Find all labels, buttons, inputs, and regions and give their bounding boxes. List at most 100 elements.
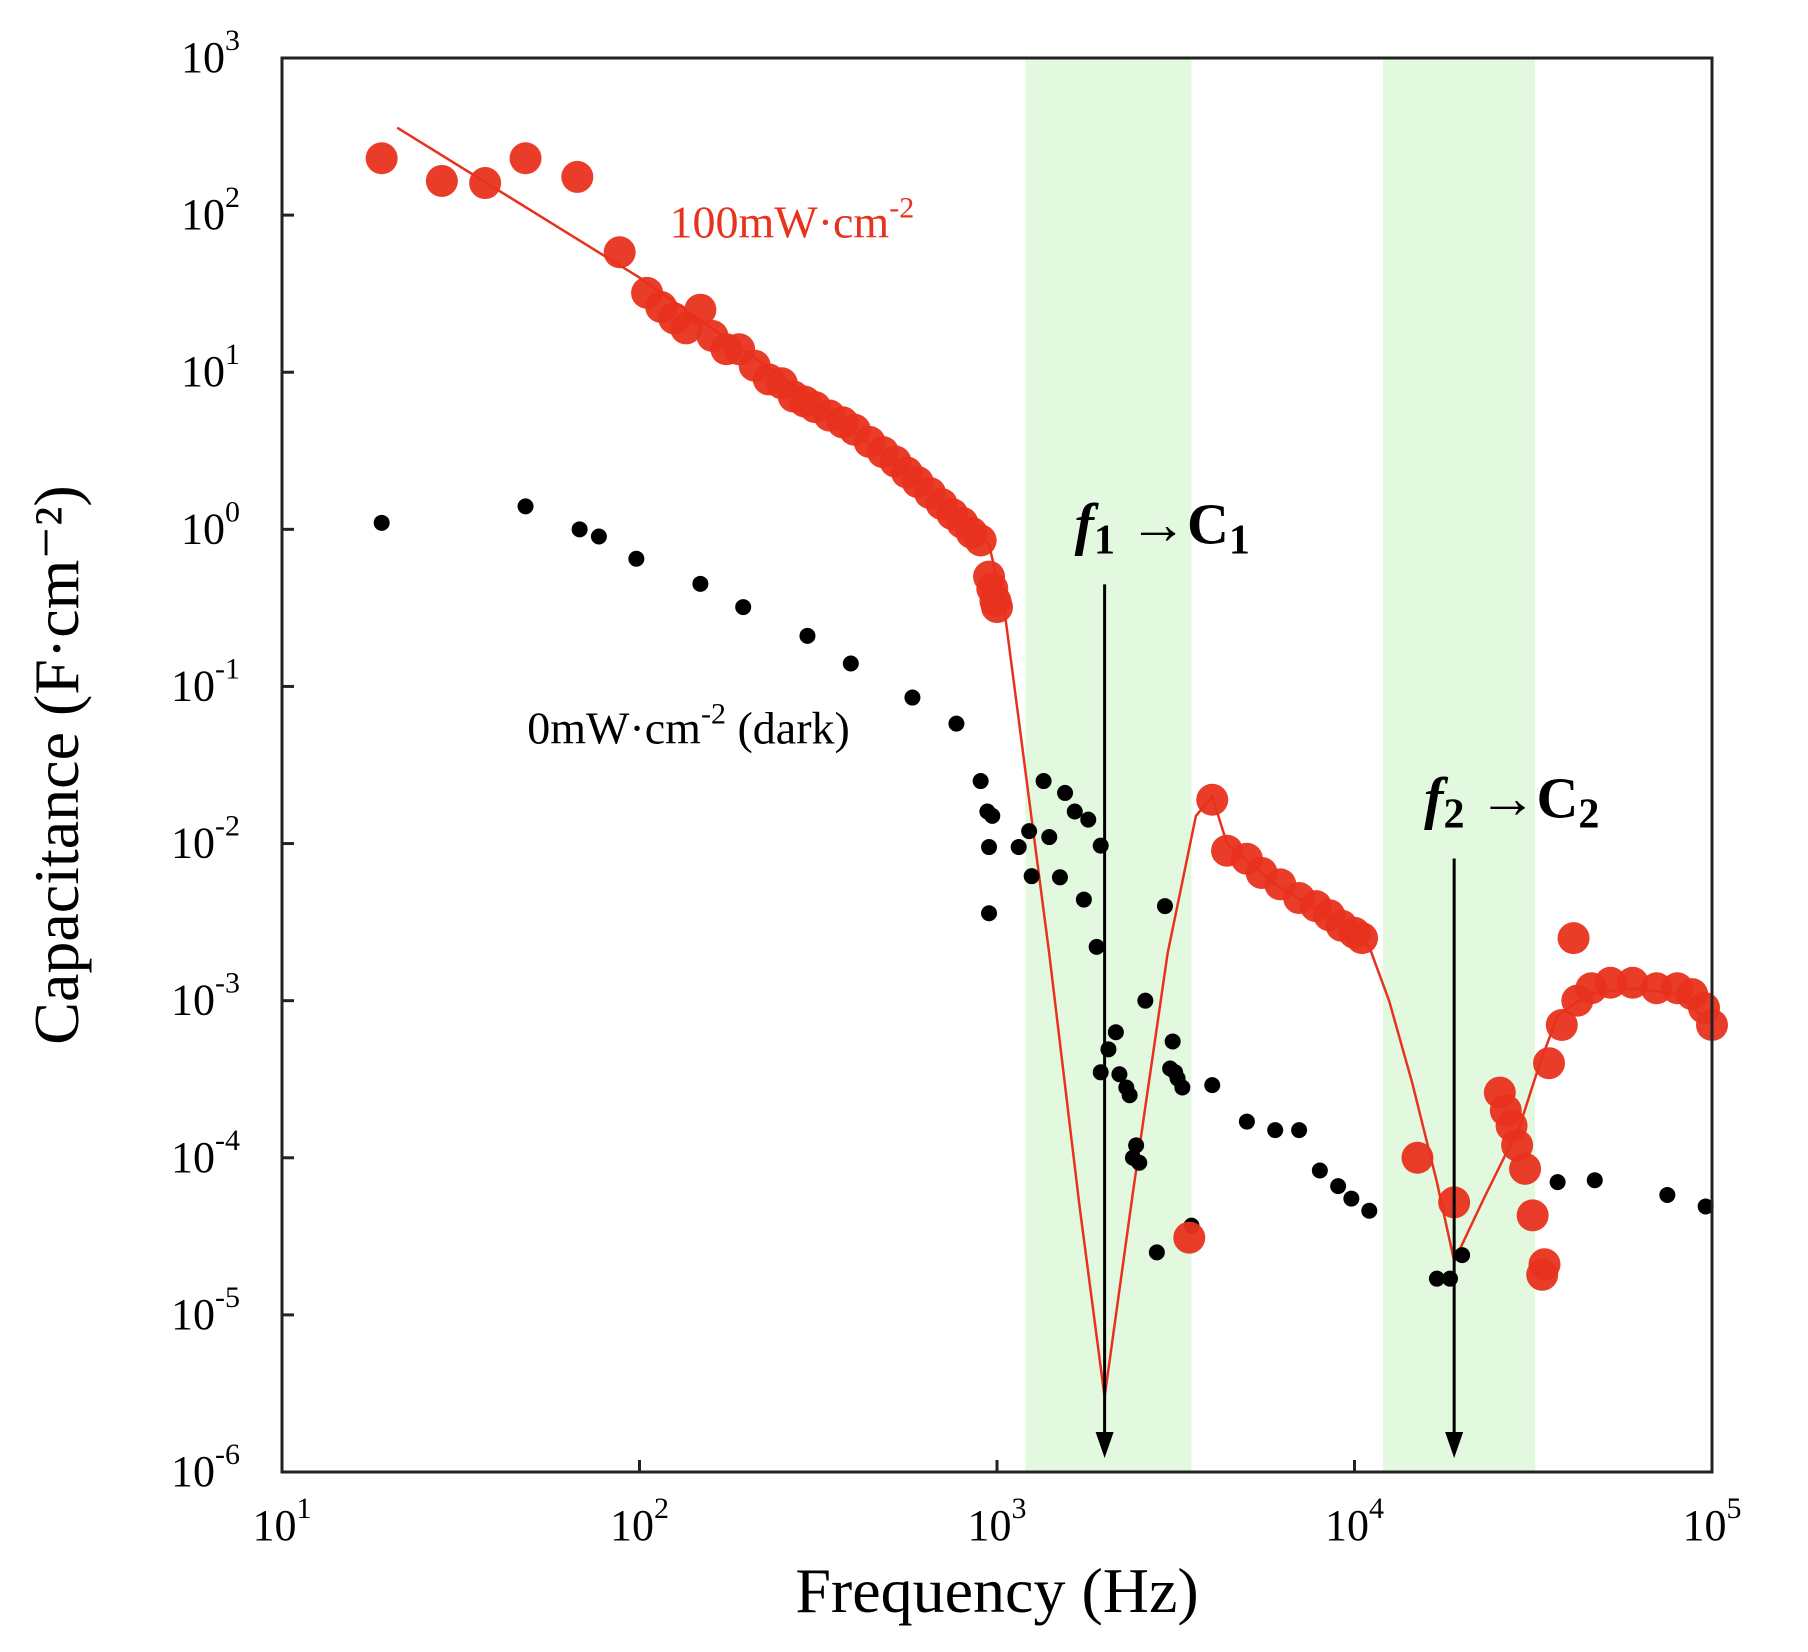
y-tick-label: 100 [181, 495, 240, 553]
shaded-region-1 [1025, 58, 1192, 1472]
data-point-light [1526, 1258, 1559, 1291]
data-point-dark [1131, 1154, 1148, 1171]
data-point-light [469, 167, 502, 200]
data-point-dark [1137, 992, 1154, 1009]
data-point-dark [1035, 773, 1052, 790]
data-point-dark [628, 550, 645, 567]
data-point-dark [735, 599, 752, 616]
data-point-dark [984, 807, 1001, 824]
data-point-dark [1092, 1064, 1109, 1081]
data-point-dark [972, 773, 989, 790]
y-tick-label: 10-1 [171, 652, 240, 710]
data-point-dark [981, 839, 998, 856]
data-point-light [1173, 1221, 1206, 1254]
x-tick-label: 103 [968, 1492, 1027, 1550]
data-point-dark [799, 627, 816, 644]
data-point-dark [1092, 837, 1109, 854]
data-point-dark [1361, 1202, 1378, 1219]
data-point-light [1401, 1141, 1434, 1174]
arrow-head-f1 [1095, 1432, 1114, 1458]
y-tick-label: 10-4 [171, 1124, 240, 1182]
y-tick-label: 10-3 [171, 967, 240, 1025]
data-point-light [684, 293, 717, 326]
data-point-dark [1121, 1087, 1138, 1104]
data-point-dark [1428, 1270, 1445, 1287]
data-point-dark [1010, 839, 1027, 856]
data-point-dark [1041, 829, 1058, 846]
data-point-dark [1659, 1186, 1676, 1203]
shaded-region-2 [1382, 58, 1536, 1472]
data-point-light [1557, 922, 1590, 955]
annotation-label-f2: f2 →C2 [1424, 765, 1599, 837]
data-point-light [1545, 1009, 1578, 1042]
data-point-dark [1075, 891, 1092, 908]
annotation-group: f1 →C1 f2 →C2 [1075, 491, 1599, 1458]
data-point-dark [1164, 1033, 1181, 1050]
data-point-light [1516, 1199, 1549, 1232]
data-point-light [981, 591, 1013, 624]
data-point-dark [692, 575, 709, 592]
y-tick-label: 10-6 [171, 1438, 240, 1496]
data-point-dark [1238, 1113, 1255, 1130]
data-point-dark [1330, 1178, 1347, 1195]
data-point-dark [1066, 803, 1083, 820]
data-point-dark [842, 655, 859, 672]
x-axis-title: Frequency (Hz) [795, 1555, 1198, 1626]
data-point-dark [904, 689, 921, 706]
data-point-dark [571, 521, 588, 538]
data-point-light [1346, 922, 1379, 955]
data-point-light [603, 236, 636, 269]
data-point-dark [1267, 1122, 1284, 1139]
data-point-dark [1204, 1077, 1221, 1094]
data-point-light [1533, 1047, 1566, 1080]
data-point-dark [1128, 1137, 1145, 1154]
data-point-dark [1586, 1172, 1603, 1189]
data-point-dark [1291, 1122, 1308, 1139]
data-point-dark [1148, 1244, 1165, 1261]
data-point-light [1616, 966, 1649, 999]
data-point-dark [1156, 898, 1173, 915]
series-labels: 100mW·cm-2 0mW·cm-2 (dark) [527, 191, 914, 753]
y-tick-label: 101 [181, 338, 240, 396]
y-axis-title: Capacitance (F·cm⁻²) [21, 485, 92, 1044]
data-point-dark [1080, 811, 1097, 828]
data-point-dark [1311, 1162, 1328, 1179]
shaded-regions [1025, 58, 1536, 1472]
data-point-light [365, 142, 398, 175]
data-point-dark [1051, 869, 1068, 886]
light-series-group [365, 142, 1728, 1291]
x-tick-label: 104 [1325, 1492, 1384, 1550]
x-tick-label: 101 [253, 1492, 312, 1550]
data-point-light [1196, 783, 1229, 816]
data-point-light [509, 142, 542, 175]
data-point-dark [1697, 1198, 1714, 1215]
data-point-dark [1343, 1190, 1360, 1207]
y-tick-label: 10-5 [171, 1281, 240, 1339]
axis-tick-labels: 101 102 103 104 105 103 102 101 100 10-1 10-2 10-3 1… [171, 24, 1742, 1550]
data-point-light [425, 164, 458, 197]
data-point-dark [1023, 868, 1040, 885]
annotation-label-f1: f1 →C1 [1075, 491, 1250, 563]
data-point-dark [1107, 1024, 1124, 1041]
y-tick-label: 103 [181, 24, 240, 82]
data-point-dark [1057, 784, 1074, 801]
x-tick-label: 102 [610, 1492, 669, 1550]
data-point-light [1509, 1152, 1542, 1185]
data-point-dark [1174, 1079, 1191, 1096]
data-point-dark [1111, 1066, 1128, 1083]
data-point-dark [373, 514, 390, 531]
data-point-dark [590, 528, 607, 545]
data-point-dark [1549, 1174, 1566, 1191]
y-tick-label: 102 [181, 181, 240, 239]
arrow-head-f2 [1445, 1432, 1464, 1458]
series-label-dark: 0mW·cm-2 (dark) [527, 698, 850, 754]
data-point-light [1594, 966, 1627, 999]
x-tick-label: 105 [1683, 1492, 1742, 1550]
data-point-dark [1021, 823, 1038, 840]
data-point-light [964, 524, 997, 557]
data-point-dark [1088, 938, 1105, 955]
data-point-dark [981, 905, 998, 922]
data-point-dark [948, 715, 965, 732]
data-point-dark [1454, 1247, 1471, 1264]
